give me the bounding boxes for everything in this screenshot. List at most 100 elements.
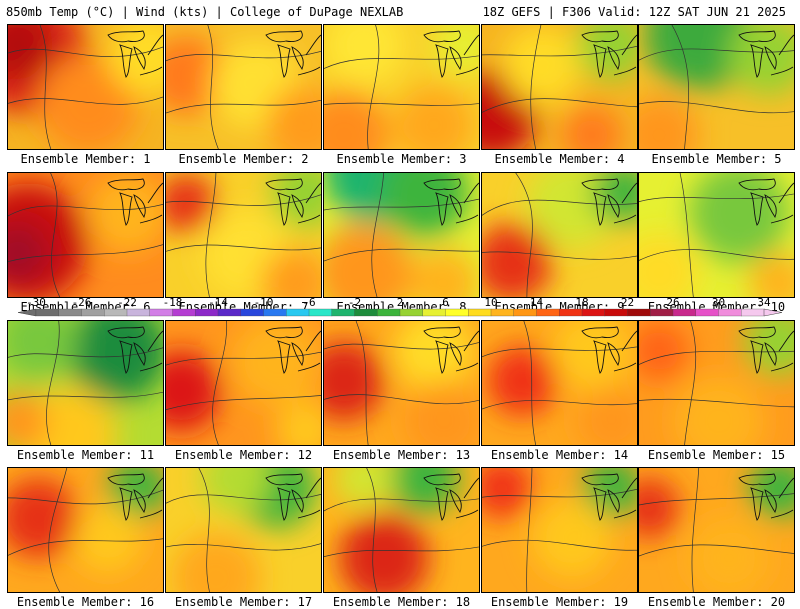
- ensemble-member-label: Ensemble Member: 15: [647, 448, 786, 462]
- colorbar-swatch: [126, 308, 151, 317]
- coastline: [738, 326, 794, 374]
- colorbar-swatch: [468, 308, 492, 317]
- colorbar-tick-label: 30: [712, 296, 725, 309]
- ensemble-member-map: [481, 24, 638, 150]
- colorbar-swatch: [308, 308, 333, 317]
- coastline: [423, 30, 479, 78]
- coastline: [738, 473, 794, 521]
- colorbar-swatch: [399, 308, 424, 317]
- colorbar-swatch: [195, 308, 219, 317]
- coastline: [423, 178, 479, 226]
- height-contours: [639, 173, 794, 297]
- colorbar-swatch: [604, 308, 628, 317]
- coastline: [581, 30, 637, 78]
- ensemble-member-label: Ensemble Member: 5: [651, 152, 782, 166]
- colorbar-tick-label: -14: [208, 296, 228, 309]
- colorbar-swatch: [718, 308, 742, 317]
- ensemble-member-label: Ensemble Member: 4: [494, 152, 625, 166]
- colorbar-swatch: [263, 308, 287, 317]
- chart-title: 850mb Temp (°C) | Wind (kts) | College o…: [6, 5, 404, 19]
- colorbar-arrow-left: [17, 308, 37, 317]
- height-contours: [166, 468, 321, 592]
- colorbar-swatch: [104, 308, 128, 317]
- colorbar-tick-label: 10: [484, 296, 497, 309]
- colorbar-tick-label: 34: [757, 296, 771, 309]
- height-contours: [482, 25, 637, 149]
- ensemble-member-label: Ensemble Member: 17: [174, 595, 313, 609]
- height-contours: [482, 321, 637, 445]
- coastline: [581, 178, 637, 226]
- ensemble-member-label: Ensemble Member: 2: [178, 152, 309, 166]
- height-contours: [639, 25, 794, 149]
- ensemble-member-map: [7, 172, 164, 298]
- colorbar-swatch: [536, 308, 560, 317]
- ensemble-member-map: [165, 24, 322, 150]
- ensemble-member-map: [481, 172, 638, 298]
- colorbar-swatch: [35, 308, 60, 317]
- colorbar-tick-label: 2: [397, 296, 404, 309]
- colorbar-swatch: [581, 308, 606, 317]
- height-contours: [324, 173, 479, 297]
- ensemble-member-map: [7, 24, 164, 150]
- ensemble-member-map: [165, 467, 322, 593]
- ensemble-member-label: Ensemble Member: 16: [16, 595, 155, 609]
- height-contours: [166, 321, 321, 445]
- height-contours: [482, 468, 637, 592]
- colorbar-tick-label: -22: [117, 296, 137, 309]
- coastline: [265, 30, 321, 78]
- coastline: [265, 178, 321, 226]
- ensemble-member-label: Ensemble Member: 12: [174, 448, 313, 462]
- colorbar-arrow-right: [763, 308, 783, 317]
- colorbar-swatch: [240, 308, 264, 317]
- colorbar-tick-label: -2: [348, 296, 361, 309]
- ensemble-member-map: [481, 467, 638, 593]
- height-contours: [324, 468, 479, 592]
- ensemble-member-label: Ensemble Member: 14: [490, 448, 629, 462]
- colorbar-swatch: [559, 308, 583, 317]
- colorbar-swatch: [513, 308, 537, 317]
- coastline: [738, 178, 794, 226]
- model-run-info: 18Z GEFS | F306 Valid: 12Z SAT JUN 21 20…: [482, 5, 786, 19]
- colorbar-swatch: [627, 308, 651, 317]
- ensemble-member-map: [323, 24, 480, 150]
- height-contours: [8, 25, 163, 149]
- colorbar-swatch: [422, 308, 446, 317]
- height-contours: [324, 321, 479, 445]
- ensemble-member-map: [638, 24, 795, 150]
- ensemble-member-map: [638, 467, 795, 593]
- ensemble-member-map: [7, 467, 164, 593]
- colorbar-tick-label: -30: [26, 296, 46, 309]
- ensemble-member-label: Ensemble Member: 13: [332, 448, 471, 462]
- colorbar-swatch: [217, 308, 242, 317]
- coastline: [265, 326, 321, 374]
- height-contours: [324, 25, 479, 149]
- colorbar-tick-label: 18: [575, 296, 588, 309]
- ensemble-member-label: Ensemble Member: 1: [20, 152, 151, 166]
- height-contours: [166, 173, 321, 297]
- colorbar-swatch: [741, 308, 765, 317]
- coastline: [107, 473, 163, 521]
- coastline: [107, 30, 163, 78]
- colorbar-swatch: [650, 308, 674, 317]
- height-contours: [166, 25, 321, 149]
- colorbar-swatch: [81, 308, 105, 317]
- coastline: [265, 473, 321, 521]
- colorbar-swatch: [149, 308, 173, 317]
- ensemble-member-map: [323, 467, 480, 593]
- colorbar-swatch: [172, 308, 196, 317]
- colorbar-swatch: [445, 308, 469, 317]
- ensemble-member-map: [323, 172, 480, 298]
- ensemble-member-label: Ensemble Member: 18: [332, 595, 471, 609]
- colorbar-tick-label: 14: [530, 296, 544, 309]
- colorbar-tick-label: -26: [72, 296, 92, 309]
- colorbar-swatch: [490, 308, 515, 317]
- ensemble-member-map: [165, 320, 322, 446]
- colorbar-tick-label: 6: [442, 296, 449, 309]
- coastline: [738, 30, 794, 78]
- colorbar-tick-label: -18: [163, 296, 183, 309]
- colorbar-tick-label: -10: [254, 296, 274, 309]
- colorbar-swatch: [331, 308, 355, 317]
- coastline: [581, 473, 637, 521]
- colorbar-tick-label: 26: [666, 296, 679, 309]
- ensemble-member-map: [165, 172, 322, 298]
